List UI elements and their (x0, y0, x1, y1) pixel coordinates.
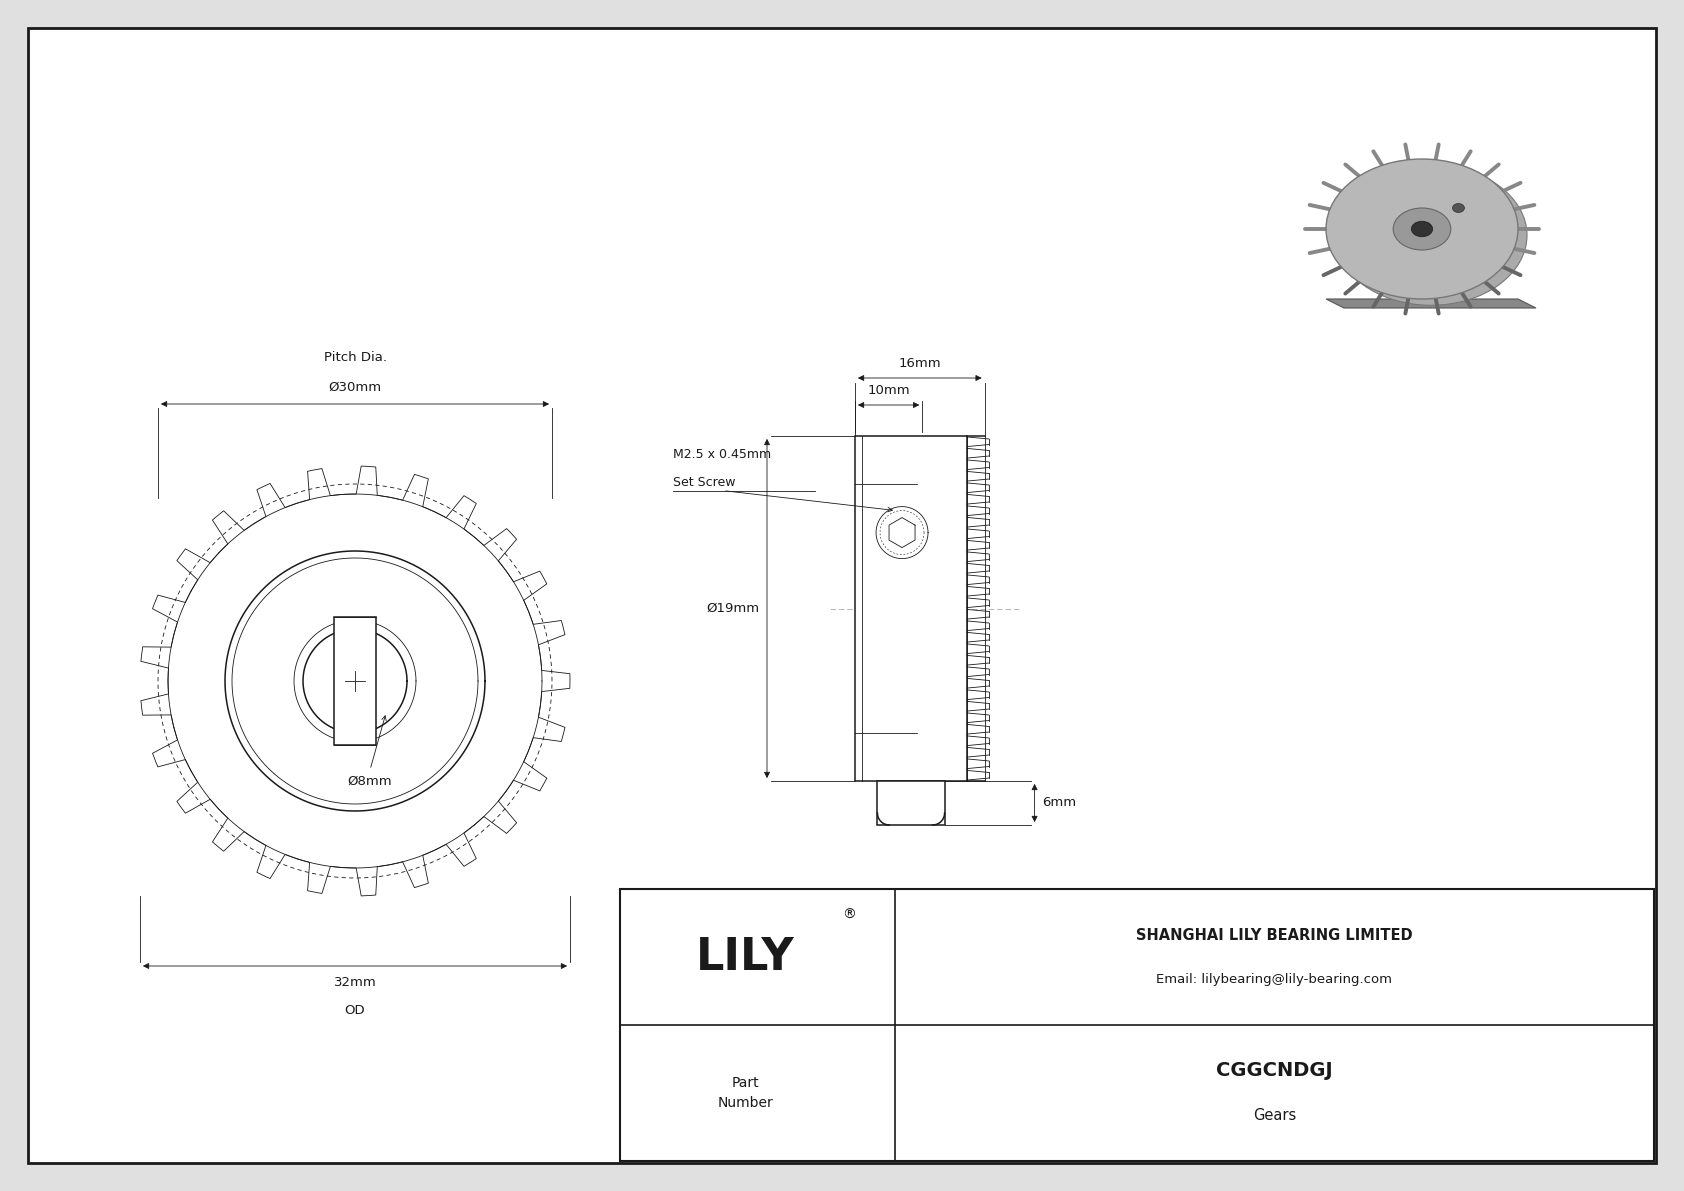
Text: 6mm: 6mm (1042, 797, 1076, 810)
Text: Gears: Gears (1253, 1108, 1297, 1122)
Ellipse shape (1393, 208, 1452, 250)
Ellipse shape (1335, 166, 1527, 305)
Text: 32mm: 32mm (333, 975, 377, 989)
Text: 10mm: 10mm (867, 384, 909, 397)
Ellipse shape (1325, 160, 1517, 299)
Text: ®: ® (842, 908, 857, 922)
Text: Part
Number: Part Number (717, 1075, 773, 1110)
Polygon shape (1325, 299, 1536, 308)
Text: Ø30mm: Ø30mm (328, 381, 382, 394)
Text: Ø19mm: Ø19mm (706, 601, 759, 615)
Text: CGGCNDGJ: CGGCNDGJ (1216, 1061, 1332, 1080)
Text: Email: lilybearing@lily-bearing.com: Email: lilybearing@lily-bearing.com (1157, 973, 1393, 985)
Text: Pitch Dia.: Pitch Dia. (323, 351, 387, 364)
Bar (855, 436, 967, 781)
Text: OD: OD (345, 1004, 365, 1017)
Text: Ø8mm: Ø8mm (347, 775, 392, 788)
Ellipse shape (1411, 222, 1433, 237)
Text: SHANGHAI LILY BEARING LIMITED: SHANGHAI LILY BEARING LIMITED (1137, 928, 1413, 942)
Ellipse shape (1453, 204, 1465, 212)
Text: M2.5 x 0.45mm: M2.5 x 0.45mm (674, 448, 771, 461)
Text: 16mm: 16mm (899, 357, 941, 370)
Bar (877, 781, 945, 825)
Text: LILY: LILY (695, 935, 795, 979)
Bar (333, 617, 376, 746)
Bar (620, 888, 1654, 1161)
Text: Set Screw: Set Screw (674, 475, 736, 488)
